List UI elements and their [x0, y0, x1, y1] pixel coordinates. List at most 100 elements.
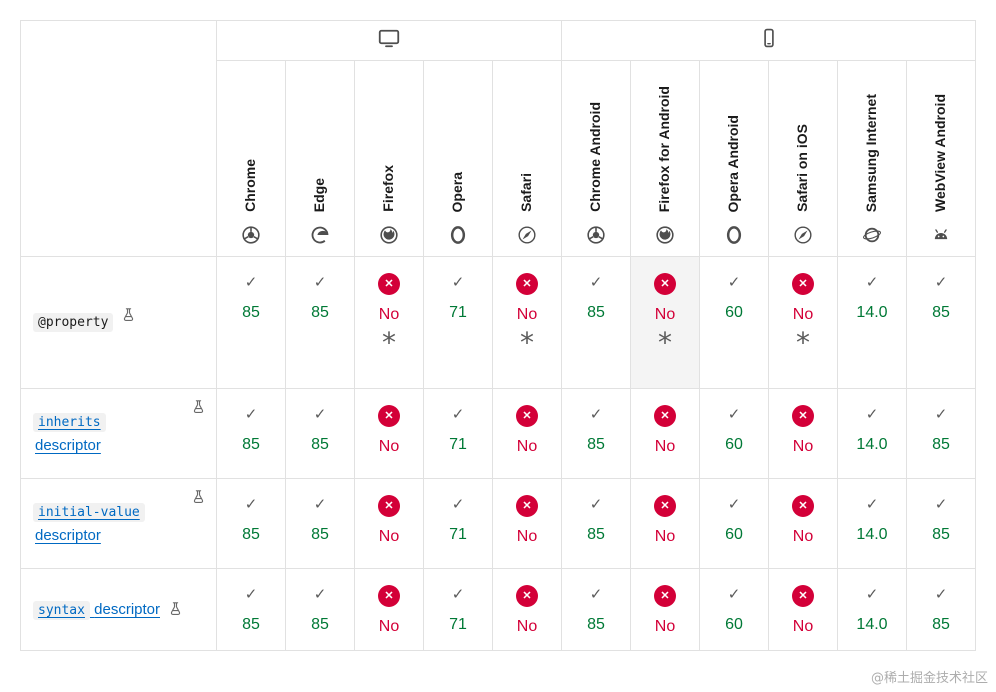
check-icon: ✓	[313, 274, 327, 291]
browser-header-chrome-android: Chrome Android	[561, 60, 631, 257]
browser-name-label: Chrome Android	[587, 102, 604, 212]
check-icon: ✓	[865, 406, 879, 423]
check-icon: ✓	[934, 496, 948, 513]
support-cell[interactable]: ✓✕85	[216, 568, 286, 651]
support-cell[interactable]: ✓✕60	[699, 478, 769, 569]
support-cell[interactable]: ✓✕85	[906, 568, 976, 651]
support-cell[interactable]: ✓✕85	[285, 568, 355, 651]
support-cell[interactable]: ✓✕No*	[354, 256, 424, 389]
android-icon	[931, 224, 951, 246]
support-cell[interactable]: ✓✕No	[492, 388, 562, 479]
support-cell[interactable]: ✓✕No	[630, 388, 700, 479]
support-cell[interactable]: ✓✕No	[492, 478, 562, 569]
check-icon: ✓	[313, 586, 327, 603]
support-cell[interactable]: ✓✕No	[354, 478, 424, 569]
feature-link[interactable]: initial-value descriptor	[33, 503, 204, 544]
browser-name-label: Opera	[449, 171, 466, 212]
check-icon: ✓	[727, 406, 741, 423]
support-cell[interactable]: ✓✕14.0	[837, 388, 907, 479]
version-label: 85	[311, 304, 329, 321]
support-cell[interactable]: ✓✕60	[699, 388, 769, 479]
support-cell[interactable]: ✓✕No	[768, 478, 838, 569]
support-cell[interactable]: ✓✕85	[561, 388, 631, 479]
support-cell[interactable]: ✓✕No*	[492, 256, 562, 389]
support-cell[interactable]: ✓✕71	[423, 568, 493, 651]
support-cell[interactable]: ✓✕85	[285, 256, 355, 389]
browser-header-samsung-internet: Samsung Internet	[837, 60, 907, 257]
no-icon: ✕	[378, 405, 400, 427]
support-cell[interactable]: ✓✕14.0	[837, 478, 907, 569]
check-icon: ✓	[589, 586, 603, 603]
support-cell[interactable]: ✓✕No	[354, 568, 424, 651]
support-cell[interactable]: ✓✕No	[768, 568, 838, 651]
version-label: No	[792, 528, 814, 545]
support-cell[interactable]: ✓✕85	[906, 256, 976, 389]
browser-compat-table: Chrome Edge Firefox Opera Safari Chrome …	[20, 20, 976, 651]
browser-name-label: Firefox	[380, 165, 397, 212]
browser-header-opera: Opera	[423, 60, 493, 257]
experimental-flask-icon	[190, 489, 207, 506]
support-cell[interactable]: ✓✕14.0	[837, 568, 907, 651]
browser-header-chrome: Chrome	[216, 60, 286, 257]
support-cell[interactable]: ✓✕71	[423, 388, 493, 479]
experimental-flask-icon	[167, 601, 184, 618]
support-cell[interactable]: ✓✕No	[492, 568, 562, 651]
version-label: 85	[311, 616, 329, 633]
version-label: No	[516, 306, 538, 323]
watermark: @稀土掘金技术社区	[870, 671, 988, 686]
support-cell[interactable]: ✓✕No*	[768, 256, 838, 389]
support-cell[interactable]: ✓✕71	[423, 256, 493, 389]
support-cell[interactable]: ✓✕85	[285, 478, 355, 569]
support-cell[interactable]: ✓✕71	[423, 478, 493, 569]
version-label: No	[792, 306, 814, 323]
check-icon: ✓	[451, 406, 465, 423]
support-cell[interactable]: ✓✕85	[561, 256, 631, 389]
feature-code: syntax	[33, 601, 90, 620]
chrome-icon	[586, 224, 606, 246]
chrome-icon	[241, 224, 261, 246]
support-cell[interactable]: ✓✕85	[216, 388, 286, 479]
firefox-icon	[379, 224, 399, 246]
support-cell[interactable]: ✓✕No	[630, 568, 700, 651]
support-cell[interactable]: ✓✕No	[630, 478, 700, 569]
version-label: 85	[242, 304, 260, 321]
no-icon: ✕	[516, 585, 538, 607]
version-label: No	[654, 306, 676, 323]
feature-code: @property	[33, 313, 114, 332]
check-icon: ✓	[589, 406, 603, 423]
version-label: 85	[932, 616, 950, 633]
support-cell[interactable]: ✓✕No	[768, 388, 838, 479]
version-label: 85	[932, 526, 950, 543]
version-label: 85	[242, 436, 260, 453]
support-cell[interactable]: ✓✕85	[216, 478, 286, 569]
support-cell[interactable]: ✓✕85	[285, 388, 355, 479]
check-icon: ✓	[865, 274, 879, 291]
support-cell[interactable]: ✓✕85	[561, 478, 631, 569]
no-icon: ✕	[654, 405, 676, 427]
support-cell[interactable]: ✓✕85	[906, 478, 976, 569]
support-cell[interactable]: ✓✕No*	[630, 256, 700, 389]
feature-cell-syntax: syntax descriptor	[20, 568, 217, 651]
no-icon: ✕	[516, 273, 538, 295]
table-row: @property ✓✕85 ✓✕85 ✓✕No* ✓✕71 ✓✕No* ✓✕8…	[20, 256, 976, 389]
version-label: 71	[449, 304, 467, 321]
support-cell[interactable]: ✓✕85	[216, 256, 286, 389]
support-cell[interactable]: ✓✕60	[699, 256, 769, 389]
check-icon: ✓	[244, 586, 258, 603]
version-label: 85	[587, 526, 605, 543]
support-cell[interactable]: ✓✕14.0	[837, 256, 907, 389]
check-icon: ✓	[451, 274, 465, 291]
version-label: 85	[242, 526, 260, 543]
no-icon: ✕	[792, 273, 814, 295]
footnote-asterisk: *	[796, 326, 810, 359]
samsung-internet-icon	[862, 224, 882, 246]
support-cell[interactable]: ✓✕85	[561, 568, 631, 651]
support-cell[interactable]: ✓✕No	[354, 388, 424, 479]
feature-link[interactable]: inherits descriptor	[33, 413, 204, 454]
version-label: 60	[725, 436, 743, 453]
version-label: 60	[725, 616, 743, 633]
feature-link[interactable]: syntax descriptor	[33, 601, 160, 620]
support-cell[interactable]: ✓✕85	[906, 388, 976, 479]
table-corner-cell	[20, 20, 217, 257]
support-cell[interactable]: ✓✕60	[699, 568, 769, 651]
